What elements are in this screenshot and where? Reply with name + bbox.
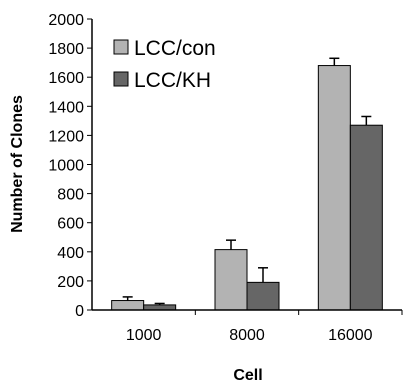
y-tick-label: 800	[57, 187, 84, 204]
y-tick-label: 400	[57, 245, 84, 262]
y-tick-label: 1200	[48, 128, 84, 145]
y-axis-title: Number of Clones	[9, 95, 26, 233]
bars-group	[111, 65, 383, 311]
legend-swatch-1	[113, 71, 129, 87]
y-tick-label: 0	[75, 303, 84, 320]
y-tick-label: 200	[57, 274, 84, 291]
bar-lcc-con-16000	[317, 65, 351, 311]
legend-label-0: LCC/con	[134, 37, 216, 60]
x-axis-title: Cell	[233, 367, 262, 384]
y-tick-label: 1600	[48, 70, 84, 87]
y-tick-label: 1800	[48, 41, 84, 58]
x-axis-ticks: 1000 8000 16000	[126, 310, 403, 344]
y-axis-ticks: 0 200 400 600 800 1000 1200 1400 1600 1800 2000	[48, 12, 92, 320]
x-tick-label: 16000	[328, 327, 373, 344]
bar-lcc-kh-16000	[349, 124, 383, 311]
bar-lcc-con-1000	[111, 300, 145, 311]
y-tick-label: 1400	[48, 99, 84, 116]
bar-lcc-kh-8000	[246, 281, 280, 311]
legend-swatch-0	[113, 39, 129, 55]
bar-lcc-con-8000	[214, 249, 248, 311]
y-tick-label: 600	[57, 216, 84, 233]
error-bars-group	[122, 57, 372, 305]
legend: LCC/con LCC/KH	[113, 37, 216, 92]
y-tick-label: 2000	[48, 12, 84, 29]
x-tick-label: 1000	[126, 327, 162, 344]
bar-lcc-kh-1000	[143, 304, 177, 311]
y-tick-label: 1000	[48, 158, 84, 175]
x-tick-label: 8000	[229, 327, 265, 344]
legend-label-1: LCC/KH	[134, 69, 211, 92]
